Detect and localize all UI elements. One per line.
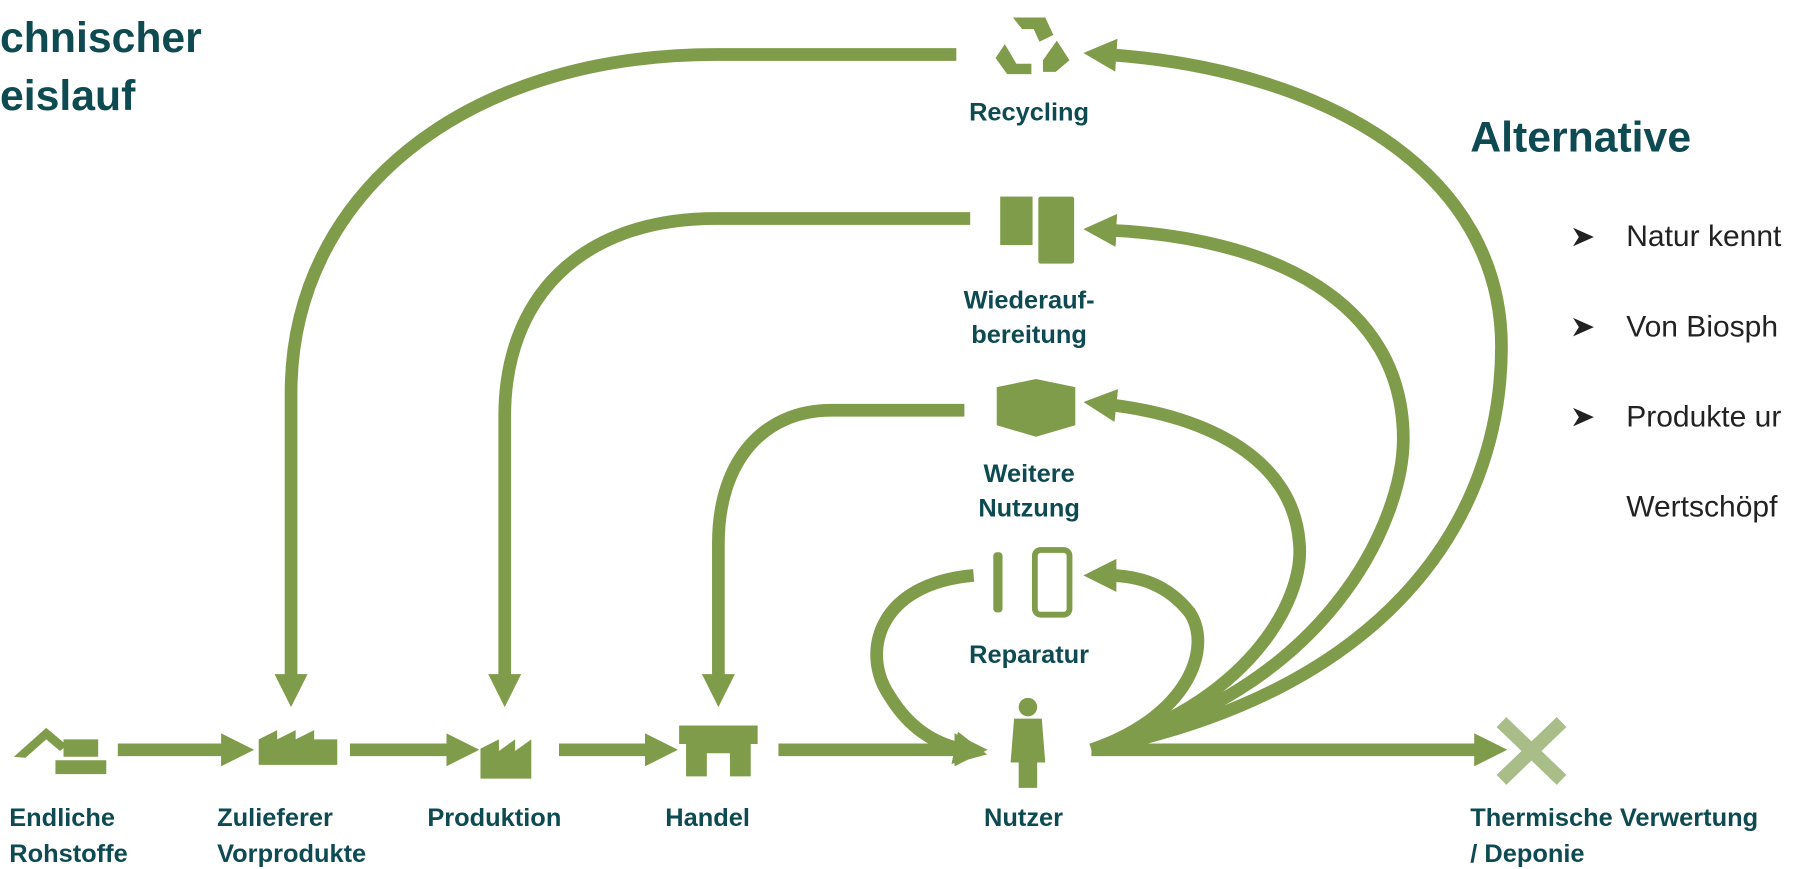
arrow — [1083, 389, 1307, 756]
factory-icon — [480, 739, 532, 779]
bullet: Natur kennt — [1626, 220, 1782, 253]
landfill-icon — [1496, 717, 1567, 785]
phone-icon — [1031, 547, 1073, 618]
node-label: Rohstoffe — [9, 840, 127, 868]
user-icon — [1010, 718, 1046, 788]
remanufacture-icon — [1038, 196, 1075, 264]
arrow — [274, 48, 957, 708]
texts: chnischer eislauf Recycling Wiederauf-berei… — [0, 14, 1782, 868]
node-label: Zulieferer — [217, 804, 333, 832]
side-heading: Alternative — [1470, 114, 1691, 162]
remanufacture-icon — [1000, 196, 1033, 246]
title: eislauf — [0, 72, 136, 120]
node-label: / Deponie — [1470, 840, 1584, 868]
bullet-marker — [1573, 227, 1594, 247]
node-label: Reparatur — [969, 641, 1089, 669]
arrow — [1083, 38, 1508, 757]
node-label: bereitung — [971, 321, 1087, 349]
node-label: Wiederauf- — [964, 287, 1095, 315]
bullet-continuation: Wertschöpf — [1626, 491, 1778, 524]
factory-icon — [258, 730, 338, 765]
icons — [13, 17, 1567, 788]
arrow — [870, 569, 988, 765]
title: chnischer — [0, 14, 202, 62]
node-label: Vorprodukte — [217, 840, 366, 868]
arrow — [1083, 213, 1410, 756]
arrow — [1083, 558, 1205, 756]
node-label: Nutzer — [984, 804, 1063, 832]
bullet: Produkte ur — [1626, 400, 1781, 433]
node-label: Endliche — [9, 804, 115, 832]
bullet-marker — [1573, 407, 1594, 427]
node-label: Weitere — [983, 460, 1074, 488]
node-label: Handel — [665, 804, 750, 832]
node-label: Nutzung — [978, 495, 1080, 523]
bullet: Von Biosph — [1626, 310, 1778, 343]
excavator-icon — [13, 727, 107, 775]
shop-icon — [679, 725, 758, 777]
wrench-icon — [993, 552, 1003, 613]
arrow — [701, 403, 965, 708]
bullet-marker — [1573, 317, 1594, 337]
arrow — [488, 212, 971, 708]
box-icon — [996, 379, 1076, 437]
node-label: Recycling — [969, 98, 1089, 126]
node-label: Thermische Verwertung — [1470, 804, 1758, 832]
node-label: Produktion — [427, 804, 561, 832]
user-icon — [1018, 697, 1038, 717]
recycling-icon — [995, 17, 1070, 75]
arrows — [117, 38, 1508, 767]
